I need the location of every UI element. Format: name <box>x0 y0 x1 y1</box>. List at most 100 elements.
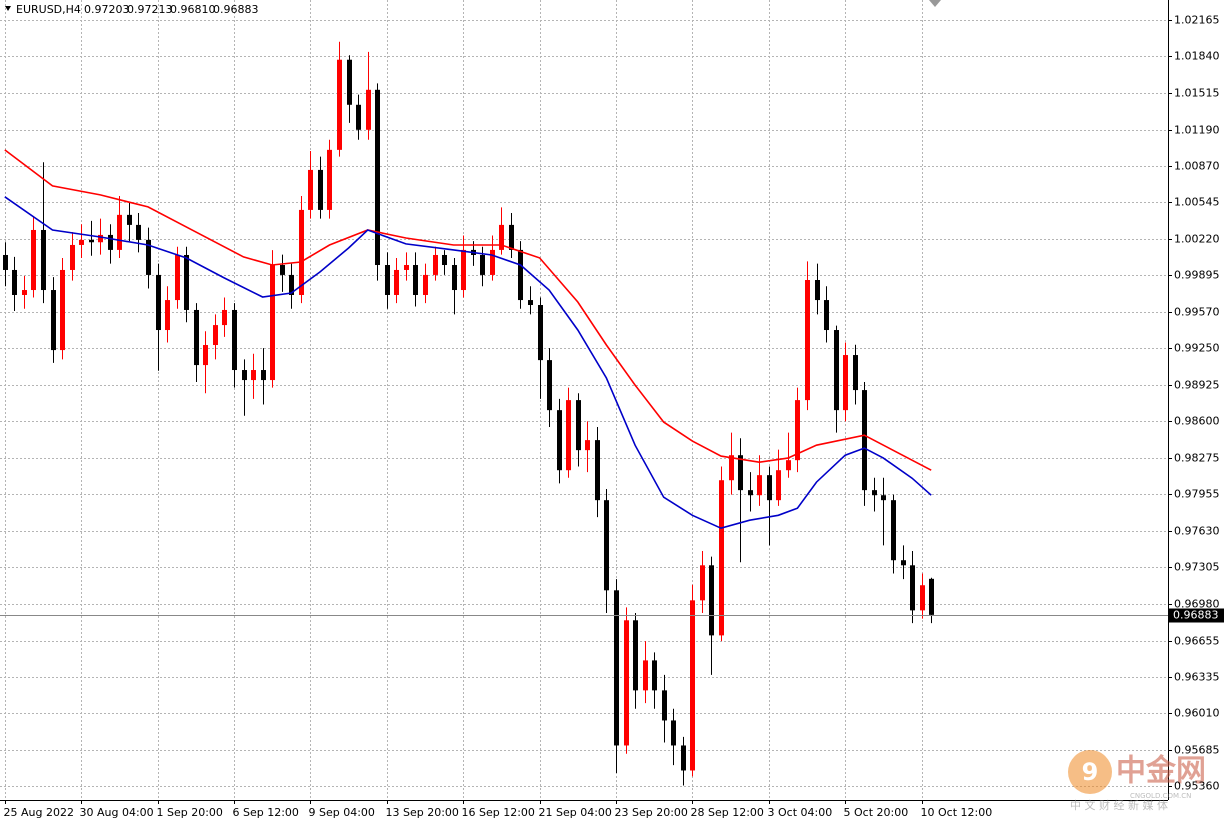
candle-body <box>901 560 906 566</box>
symbol-menu-icon[interactable] <box>5 6 11 11</box>
candle-body <box>318 169 323 210</box>
candle-body <box>108 234 113 250</box>
candle-body <box>518 249 523 301</box>
y-tick-label: 1.02165 <box>1174 14 1220 27</box>
watermark-slogan: 中 文 财 经 新 媒 体 <box>1070 798 1168 812</box>
candle-body <box>280 265 285 275</box>
candle-body <box>156 274 161 331</box>
candle-body <box>51 290 56 351</box>
candle-body <box>538 305 543 361</box>
candle-body <box>624 620 629 746</box>
candle-body <box>375 89 380 266</box>
candle-body <box>738 455 743 491</box>
candle-body <box>643 660 648 691</box>
x-tick-label: 28 Sep 12:00 <box>691 806 764 819</box>
x-tick-label: 16 Sep 12:00 <box>462 806 535 819</box>
candle-body <box>604 500 609 591</box>
candle-body <box>776 470 781 501</box>
watermark-logo-mark: 9 <box>1082 758 1099 786</box>
x-tick-label: 30 Aug 04:00 <box>80 806 154 819</box>
candle-body <box>127 214 132 225</box>
y-tick-label: 0.99570 <box>1174 306 1220 319</box>
candle-body <box>843 355 848 411</box>
candle-body <box>805 280 810 401</box>
candle-body <box>920 585 925 611</box>
candle-body <box>452 265 457 291</box>
candle-body <box>299 209 304 295</box>
candle-body <box>289 274 294 295</box>
ohlc-close: 0.96883 <box>213 3 259 16</box>
y-tick-label: 0.99895 <box>1174 269 1220 282</box>
x-tick-label: 10 Oct 12:00 <box>921 806 993 819</box>
candle-body <box>70 244 75 270</box>
candle-body <box>910 565 915 611</box>
candle-body <box>681 745 686 771</box>
y-tick-label: 0.97955 <box>1174 488 1220 501</box>
candle-body <box>175 254 180 301</box>
candle-body <box>146 239 151 275</box>
y-tick-label: 0.95685 <box>1174 744 1220 757</box>
candle-body <box>89 239 94 243</box>
candle-body <box>557 410 562 471</box>
candle-body <box>795 400 800 461</box>
candle-body <box>929 578 934 615</box>
candle-body <box>719 480 724 636</box>
moving-average <box>4 196 932 530</box>
candle-body <box>709 565 714 636</box>
candle-body <box>499 224 504 250</box>
candle-body <box>862 390 867 491</box>
candle-body <box>834 330 839 411</box>
ohlc-low: 0.96810 <box>170 3 216 16</box>
y-tick-label: 1.00870 <box>1174 160 1220 173</box>
y-tick-label: 0.96980 <box>1174 598 1220 611</box>
x-tick-label: 23 Sep 20:00 <box>615 806 688 819</box>
watermark: 9 中金网 CNGOLD.COM.CN 中 文 财 经 新 媒 体 <box>1068 750 1206 812</box>
candle-body <box>136 224 141 240</box>
candle-body <box>729 455 734 481</box>
candle-body <box>270 265 275 381</box>
candle-body <box>585 440 590 451</box>
candle-body <box>576 400 581 451</box>
candle-body <box>251 370 256 381</box>
x-tick-label: 1 Sep 20:00 <box>157 806 223 819</box>
candle-body <box>671 720 676 746</box>
candle-body <box>404 265 409 270</box>
y-tick-label: 0.95360 <box>1174 780 1220 793</box>
x-tick-label: 13 Sep 20:00 <box>386 806 459 819</box>
y-tick-label: 1.01840 <box>1174 50 1220 63</box>
candle-body <box>442 254 447 266</box>
candle-body <box>757 475 762 496</box>
candle-body <box>748 490 753 496</box>
candle-body <box>31 229 36 291</box>
chart-shift-marker <box>929 0 941 7</box>
x-tick-label: 21 Sep 04:00 <box>539 806 612 819</box>
last-price-box <box>1169 608 1224 623</box>
moving-average <box>4 149 932 471</box>
candle-body <box>194 309 199 366</box>
x-tick-label: 6 Sep 12:00 <box>233 806 299 819</box>
candle-body <box>595 440 600 501</box>
y-tick-label: 0.96335 <box>1174 671 1220 684</box>
candle-body <box>98 234 103 243</box>
candle-body <box>480 254 485 275</box>
candle-body <box>767 475 772 501</box>
y-tick-label: 0.99250 <box>1174 342 1220 355</box>
candle-body <box>490 249 495 275</box>
candle-body <box>700 565 705 601</box>
candle-body <box>547 360 552 411</box>
candle-body <box>222 309 227 326</box>
candle-body <box>853 355 858 391</box>
x-tick-label: 3 Oct 04:00 <box>768 806 833 819</box>
candle-body <box>385 265 390 295</box>
y-tick-label: 0.98275 <box>1174 452 1220 465</box>
last-price-label: 0.96883 <box>1173 609 1219 622</box>
y-tick-label: 1.00545 <box>1174 196 1220 209</box>
candle-body <box>824 300 829 331</box>
candle-body <box>872 490 877 496</box>
candle-body <box>509 224 514 250</box>
y-tick-label: 1.01515 <box>1174 87 1220 100</box>
candle-body <box>815 280 820 301</box>
y-tick-label: 0.98925 <box>1174 379 1220 392</box>
